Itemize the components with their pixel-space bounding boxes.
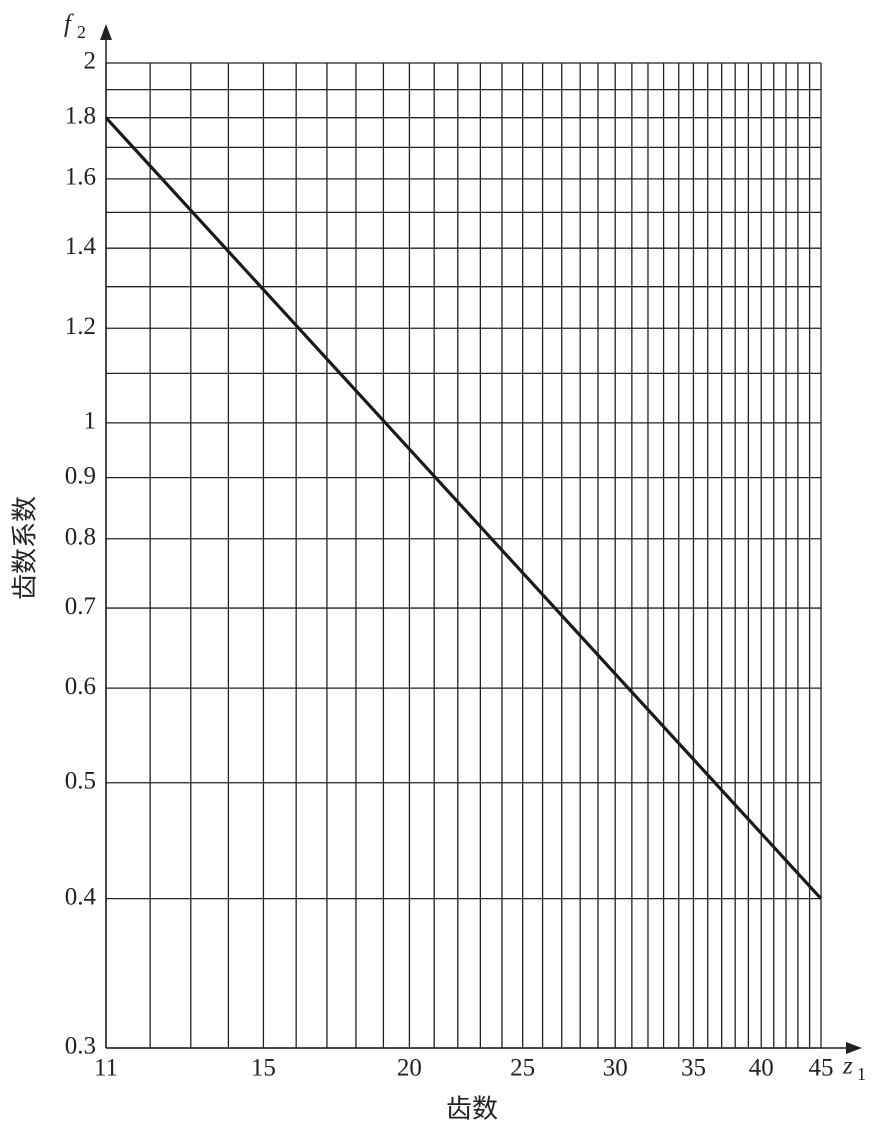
- y-title: 齿数系数: [11, 496, 41, 600]
- y-tick-label: 0.3: [65, 1033, 96, 1060]
- y-tick-label: 0.8: [65, 523, 96, 550]
- y-tick-label: 0.7: [65, 593, 96, 620]
- x-tick-label: 40: [749, 1055, 774, 1082]
- data-line: [104, 116, 823, 900]
- y-tick-label: 0.4: [65, 883, 97, 910]
- x-tick-label: 15: [251, 1055, 276, 1082]
- y-tick-label: 1.4: [65, 233, 97, 260]
- y-tick-label: 1.6: [65, 164, 96, 191]
- y-tick-label: 0.6: [65, 673, 96, 700]
- x-symbol: z: [842, 1053, 853, 1080]
- x-tick-label: 35: [681, 1055, 706, 1082]
- x-tick-label: 45: [809, 1055, 834, 1082]
- y-tick-label: 1.8: [65, 102, 96, 129]
- x-tick-label: 20: [397, 1055, 422, 1082]
- x-arrow: [846, 1042, 862, 1054]
- x-tick-label: 25: [510, 1055, 535, 1082]
- y-tick-label: 2: [84, 48, 97, 75]
- x-tick-label: 11: [94, 1055, 118, 1082]
- y-tick-label: 0.5: [65, 768, 96, 795]
- y-symbol-sub: 2: [77, 22, 86, 42]
- x-symbol-sub: 1: [857, 1064, 866, 1084]
- y-tick-label: 0.9: [65, 462, 96, 489]
- y-symbol: f: [64, 11, 74, 38]
- x-title: 齿数: [446, 1095, 498, 1125]
- y-arrow: [100, 24, 112, 40]
- y-tick-label: 1.2: [65, 313, 96, 340]
- y-tick-label: 1: [84, 408, 97, 435]
- x-tick-label: 30: [603, 1055, 628, 1082]
